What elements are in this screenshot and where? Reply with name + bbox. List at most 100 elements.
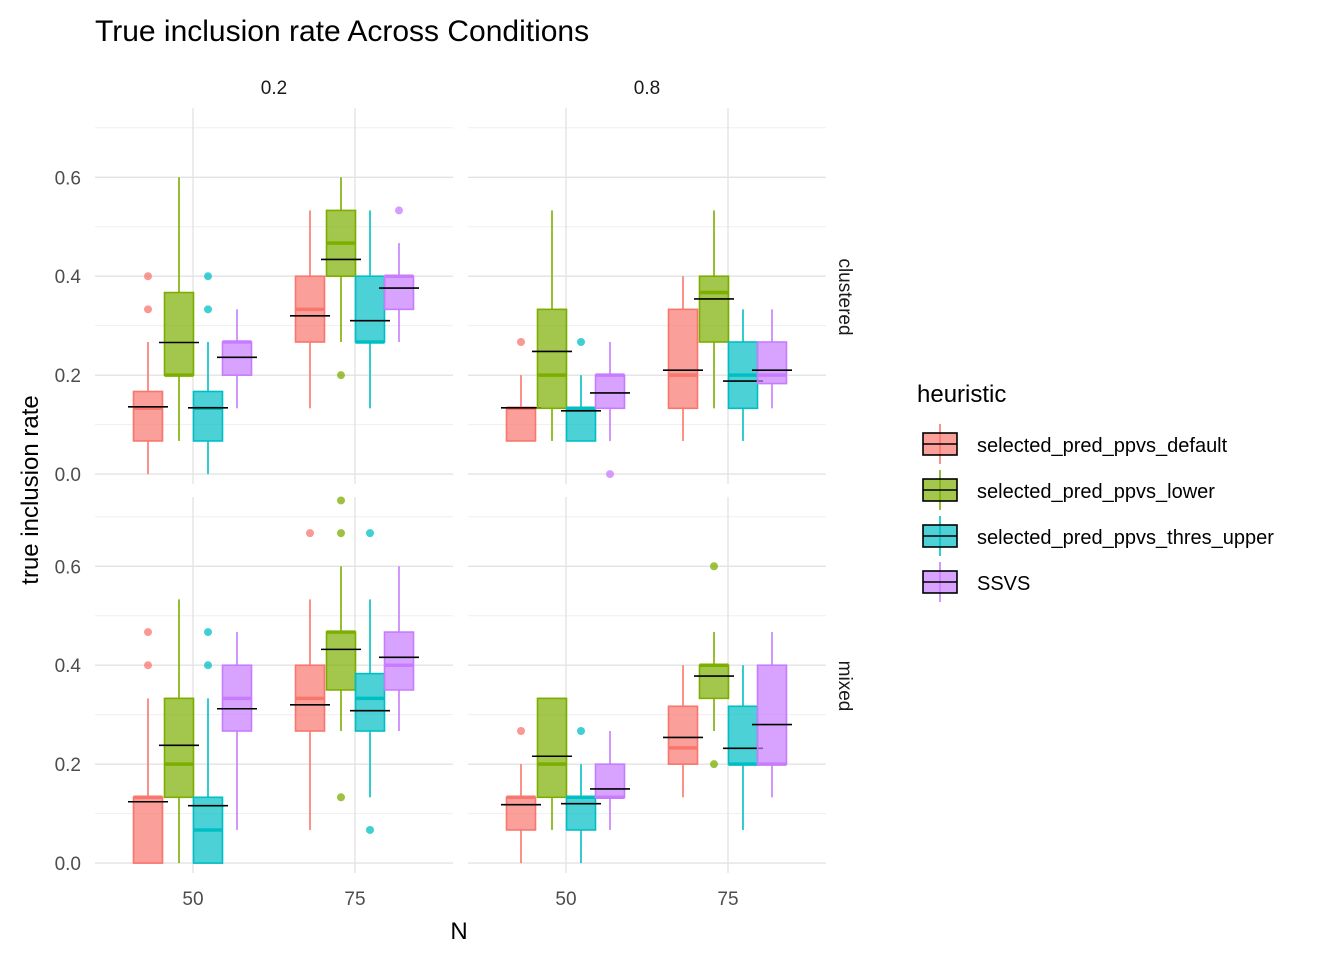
x-tick-label: 50 xyxy=(182,889,203,910)
panel-mixed-0.2 xyxy=(128,496,419,864)
legend-item-selected_pred_ppvs_lower: selected_pred_ppvs_lower xyxy=(922,470,1215,510)
box-SSVS-N50 xyxy=(590,731,630,830)
y-tick-label: 0.0 xyxy=(55,465,81,486)
box-selected_pred_ppvs_lower-N75 xyxy=(694,210,734,409)
outlier-point xyxy=(204,272,212,281)
box-SSVS-N75 xyxy=(752,632,792,798)
box-body xyxy=(505,407,537,442)
outlier-point xyxy=(337,529,345,538)
column-strip-labels: 0.2 0.8 xyxy=(261,78,660,99)
box-body xyxy=(667,308,699,410)
outlier-point xyxy=(144,305,152,314)
legend-label: selected_pred_ppvs_thres_upper xyxy=(977,527,1274,549)
outlier-point xyxy=(517,338,525,347)
box-selected_pred_ppvs_thres_upper-N50 xyxy=(188,628,228,864)
box-SSVS-N75 xyxy=(379,206,419,343)
legend-item-SSVS: SSVS xyxy=(922,562,1030,602)
outlier-point xyxy=(366,529,374,538)
box-selected_pred_ppvs_thres_upper-N50 xyxy=(188,272,228,475)
x-tick-label: 75 xyxy=(344,889,365,910)
box-body xyxy=(221,341,253,376)
box-selected_pred_ppvs_default-N50 xyxy=(128,272,168,475)
box-selected_pred_ppvs_lower-N75 xyxy=(321,177,361,380)
box-body xyxy=(163,291,195,376)
box-selected_pred_ppvs_lower-N50 xyxy=(532,210,572,441)
box-selected_pred_ppvs_thres_upper-N75 xyxy=(350,210,390,409)
box-SSVS-N75 xyxy=(379,566,419,732)
legend-label: SSVS xyxy=(977,573,1030,595)
outlier-point xyxy=(144,272,152,281)
y-tick-label: 0.0 xyxy=(55,854,81,875)
box-selected_pred_ppvs_lower-N75 xyxy=(694,562,734,769)
box-selected_pred_ppvs_thres_upper-N75 xyxy=(723,309,763,441)
box-body xyxy=(354,672,386,732)
panel-clustered-0.2 xyxy=(128,177,419,475)
box-body xyxy=(505,796,537,831)
y-axis-title: true inclusion rate xyxy=(17,395,44,584)
strip-label-col-1: 0.8 xyxy=(634,78,660,99)
outlier-point xyxy=(517,727,525,736)
x-axis-title: N xyxy=(450,918,467,945)
box-selected_pred_ppvs_lower-N50 xyxy=(159,599,199,864)
outlier-point xyxy=(144,661,152,670)
box-selected_pred_ppvs_lower-N50 xyxy=(532,697,572,830)
outlier-point xyxy=(306,529,314,538)
facet-panels: 0.0 0.2 0.4 0.6 0.0 0.2 0.4 0.6 50 75 50 75 xyxy=(55,108,826,910)
panel-clustered-0.8 xyxy=(501,210,792,479)
box-selected_pred_ppvs_thres_upper-N75 xyxy=(723,665,763,830)
outlier-point xyxy=(204,305,212,314)
box-body xyxy=(565,407,597,442)
chart-title: True inclusion rate Across Conditions xyxy=(95,15,589,48)
box-body xyxy=(354,275,386,343)
outlier-point xyxy=(606,470,614,479)
box-SSVS-N50 xyxy=(217,632,257,830)
outlier-point xyxy=(337,496,345,505)
outlier-point xyxy=(710,562,718,571)
box-selected_pred_ppvs_default-N75 xyxy=(663,665,703,798)
box-selected_pred_ppvs_lower-N50 xyxy=(159,177,199,441)
box-body xyxy=(565,796,597,831)
box-SSVS-N75 xyxy=(752,309,792,409)
outlier-point xyxy=(204,628,212,637)
legend: heuristic selected_pred_ppvs_defaultsele… xyxy=(917,381,1274,602)
y-tick-label: 0.4 xyxy=(55,267,82,288)
y-tick-label: 0.2 xyxy=(55,366,81,387)
box-body xyxy=(325,631,357,691)
legend-label: selected_pred_ppvs_default xyxy=(977,435,1228,457)
box-selected_pred_ppvs_default-N50 xyxy=(128,628,168,864)
legend-label: selected_pred_ppvs_lower xyxy=(977,481,1215,503)
outlier-point xyxy=(577,727,585,736)
legend-item-selected_pred_ppvs_thres_upper: selected_pred_ppvs_thres_upper xyxy=(922,516,1274,556)
outlier-point xyxy=(366,825,374,834)
box-SSVS-N50 xyxy=(590,342,630,479)
outlier-point xyxy=(204,661,212,670)
y-tick-label: 0.6 xyxy=(55,557,81,578)
box-selected_pred_ppvs_default-N50 xyxy=(501,338,541,442)
box-body xyxy=(727,705,759,765)
box-body xyxy=(132,390,164,442)
box-body xyxy=(756,341,788,385)
outlier-point xyxy=(337,371,345,380)
y-tick-label: 0.2 xyxy=(55,755,81,776)
strip-label-row-1: mixed xyxy=(834,661,855,712)
box-body xyxy=(383,275,415,311)
box-body xyxy=(536,697,568,799)
outlier-point xyxy=(144,628,152,637)
box-body xyxy=(132,796,164,864)
box-body xyxy=(667,705,699,765)
outlier-point xyxy=(337,793,345,802)
outlier-point xyxy=(710,760,718,769)
x-tick-label: 75 xyxy=(717,889,738,910)
box-body xyxy=(698,664,730,700)
box-selected_pred_ppvs_thres_upper-N75 xyxy=(350,529,390,834)
box-selected_pred_ppvs_thres_upper-N50 xyxy=(561,338,601,442)
box-body xyxy=(594,763,626,799)
box-body xyxy=(756,664,788,765)
y-tick-label: 0.6 xyxy=(55,168,81,189)
box-body xyxy=(594,374,626,410)
box-selected_pred_ppvs_default-N75 xyxy=(290,210,330,409)
box-SSVS-N50 xyxy=(217,309,257,409)
outlier-point xyxy=(395,206,403,215)
box-selected_pred_ppvs_lower-N75 xyxy=(321,496,361,802)
